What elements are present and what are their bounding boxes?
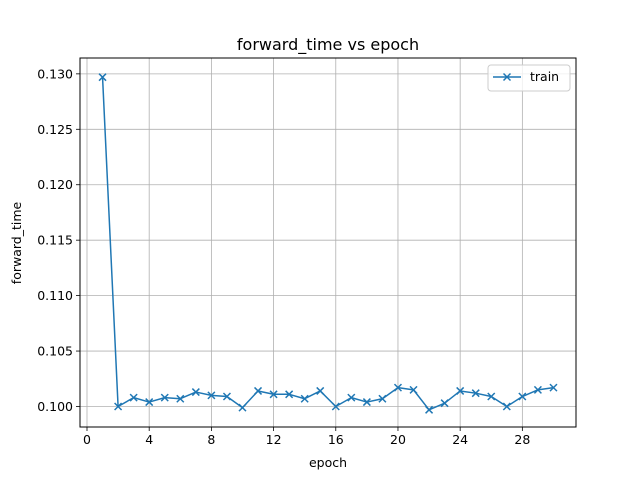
x-tick-label: 8: [207, 432, 215, 447]
data-point-train: [176, 394, 185, 403]
data-point-train: [222, 392, 231, 401]
grid: [80, 58, 576, 427]
y-tick-label: 0.110: [37, 288, 73, 303]
x-tick-label: 4: [145, 432, 153, 447]
data-point-train: [191, 388, 200, 397]
data-point-train: [362, 398, 371, 407]
y-tick-label: 0.115: [37, 233, 73, 248]
marker-stroke: [487, 392, 496, 401]
data-point-train: [487, 392, 496, 401]
marker-stroke: [269, 390, 278, 399]
marker-stroke: [362, 398, 371, 407]
x-tick-label: 24: [452, 432, 468, 447]
data-point-train: [518, 392, 527, 401]
legend: train: [487, 64, 571, 92]
marker-stroke: [145, 398, 154, 407]
data-point-train: [393, 383, 402, 392]
marker-stroke: [114, 402, 123, 411]
marker-stroke: [409, 385, 418, 394]
y-tick-label: 0.125: [37, 122, 73, 137]
marker-stroke: [129, 393, 138, 402]
marker-stroke: [533, 385, 542, 394]
data-point-train: [145, 398, 154, 407]
x-axis-ticks: 0 4 8 12 16 20 24 28: [83, 427, 530, 447]
marker-stroke: [254, 386, 263, 395]
marker-stroke: [222, 392, 231, 401]
series-layer: [98, 73, 558, 414]
data-point-train: [98, 73, 107, 82]
marker-stroke: [207, 391, 216, 400]
x-axis-label: epoch: [309, 455, 347, 470]
x-tick-label: 0: [83, 432, 91, 447]
marker-stroke: [502, 402, 511, 411]
marker-stroke: [98, 73, 107, 82]
legend-box: [487, 64, 571, 92]
x-tick-label: 16: [328, 432, 344, 447]
data-point-train: [549, 383, 558, 392]
marker-stroke: [331, 402, 340, 411]
y-tick-label: 0.120: [37, 177, 73, 192]
x-tick-label: 12: [266, 432, 282, 447]
y-tick-label: 0.100: [37, 399, 73, 414]
marker-stroke: [393, 383, 402, 392]
y-axis-ticks: 0.100 0.105 0.110 0.115 0.120 0.125 0.130: [37, 66, 80, 414]
marker-stroke: [378, 394, 387, 403]
data-point-train: [254, 386, 263, 395]
marker-stroke: [456, 386, 465, 395]
marker-stroke: [425, 405, 434, 414]
data-point-train: [300, 394, 309, 403]
marker-stroke: [549, 383, 558, 392]
marker-stroke: [471, 389, 480, 398]
marker-stroke: [440, 399, 449, 408]
data-point-train: [533, 385, 542, 394]
marker-stroke: [176, 394, 185, 403]
data-point-train: [456, 386, 465, 395]
data-point-train: [207, 391, 216, 400]
marker-stroke: [502, 72, 512, 82]
marker-stroke: [238, 403, 247, 412]
x-tick-label: 20: [390, 432, 406, 447]
marker-stroke: [347, 393, 356, 402]
legend-label-train: train: [530, 69, 559, 84]
x-tick-label: 28: [514, 432, 530, 447]
chart-title: forward_time vs epoch: [237, 35, 419, 55]
series-line-train: [101, 77, 554, 411]
data-point-train: [409, 385, 418, 394]
data-point-train: [285, 390, 294, 399]
data-point-train: [425, 405, 434, 414]
y-tick-label: 0.105: [37, 344, 73, 359]
data-point-train: [129, 393, 138, 402]
data-point-train: [440, 399, 449, 408]
data-point-train: [238, 403, 247, 412]
y-tick-label: 0.130: [37, 66, 73, 81]
marker-stroke: [300, 394, 309, 403]
data-point-train: [502, 402, 511, 411]
data-point-train: [347, 393, 356, 402]
data-point-train: [378, 394, 387, 403]
data-point-train: [316, 386, 325, 395]
data-point-train: [160, 393, 169, 402]
marker-stroke: [518, 392, 527, 401]
marker-stroke: [191, 388, 200, 397]
y-axis-label: forward_time: [9, 201, 24, 284]
data-point-train: [269, 390, 278, 399]
data-point-train: [114, 402, 123, 411]
legend-marker-x: [502, 72, 512, 82]
data-point-train: [471, 389, 480, 398]
marker-stroke: [316, 386, 325, 395]
marker-stroke: [285, 390, 294, 399]
data-point-train: [331, 402, 340, 411]
plot-frame: [79, 57, 577, 428]
marker-stroke: [160, 393, 169, 402]
